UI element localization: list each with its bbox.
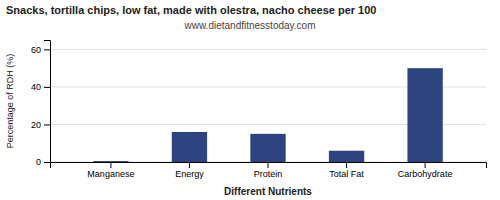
chart-svg: Snacks, tortilla chips, low fat, made wi…: [0, 0, 500, 200]
bar: [172, 132, 207, 162]
bar: [93, 161, 128, 162]
title: Snacks, tortilla chips, low fat, made wi…: [6, 4, 376, 16]
y-tick-mark: [44, 124, 50, 125]
y-tick-label: 20: [31, 120, 41, 130]
y-tick-mark: [44, 87, 50, 88]
grid-line: [50, 49, 486, 50]
x-tick: Protein: [254, 162, 283, 179]
y-tick-mark: [44, 162, 50, 163]
x-axis-line: [51, 163, 487, 169]
x-tick-label: Manganese: [87, 169, 134, 179]
x-tick: Energy: [175, 162, 204, 179]
y-tick-label: 40: [31, 82, 41, 92]
grid: [50, 49, 486, 162]
bar: [250, 134, 285, 162]
x-tick-label: Energy: [175, 169, 204, 179]
y-tick-label: 60: [31, 45, 41, 55]
plot-area: Manganese Energy Protein Total Fat Carbohydr…: [31, 41, 487, 180]
y-axis-line: [44, 41, 51, 163]
x-tick-mark: [425, 162, 426, 168]
y-tick-mark: [44, 49, 50, 50]
chart-container: Snacks, tortilla chips, low fat, made wi…: [0, 0, 500, 200]
bar: [407, 68, 442, 162]
bar: [329, 151, 364, 162]
subtitle: www.dietandfitnesstoday.com: [184, 20, 316, 31]
x-tick: Manganese: [87, 162, 134, 179]
y-axis-label: Percentage of RDH (%): [5, 54, 15, 149]
x-axis: Manganese Energy Protein Total Fat Carbohydr…: [51, 162, 487, 179]
y-tick: 20: [31, 120, 50, 130]
x-axis-label: Different Nutrients: [224, 186, 312, 197]
y-tick: 0: [36, 157, 50, 167]
x-tick-label: Carbohydrate: [398, 169, 453, 179]
x-tick: Total Fat: [329, 162, 364, 179]
y-tick: 40: [31, 82, 50, 92]
x-tick-mark: [268, 162, 269, 168]
x-tick: Carbohydrate: [398, 162, 453, 179]
x-tick-label: Protein: [254, 169, 283, 179]
x-tick-mark: [346, 162, 347, 168]
y-tick: 60: [31, 45, 50, 55]
x-tick-mark: [189, 162, 190, 168]
bars: [93, 68, 443, 162]
x-tick-label: Total Fat: [329, 169, 364, 179]
x-tick-mark: [110, 162, 111, 168]
y-tick-label: 0: [36, 157, 41, 167]
y-axis: 0 20 40 60: [31, 41, 51, 168]
